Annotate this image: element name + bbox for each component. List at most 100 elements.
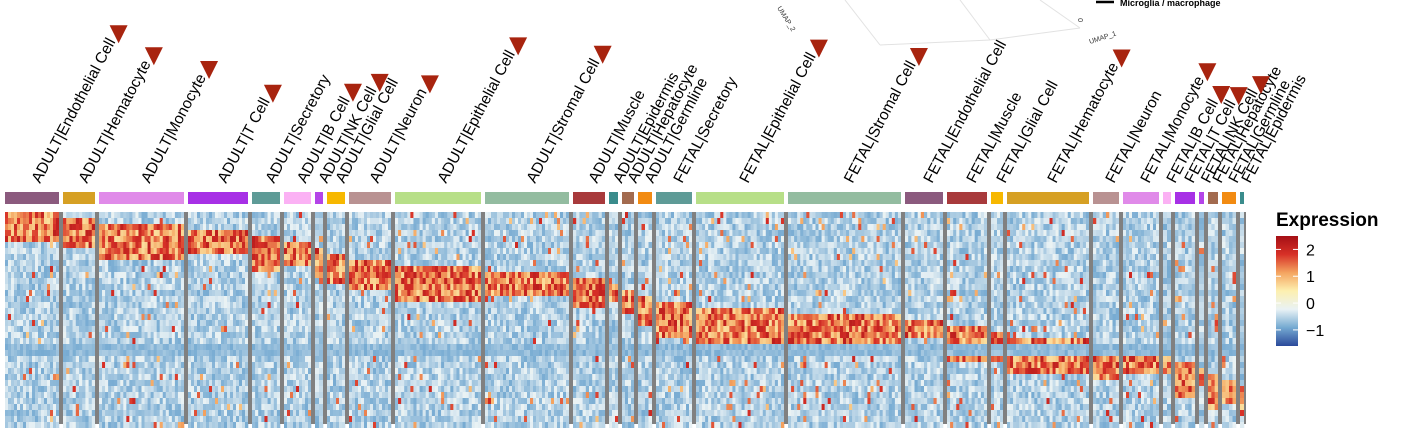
heatmap-cell	[422, 368, 427, 374]
heatmap-cell	[299, 212, 303, 218]
heatmap-cell	[287, 410, 291, 416]
heatmap-cell	[299, 326, 303, 332]
heatmap-cell	[355, 308, 359, 314]
heatmap-cell	[450, 296, 454, 302]
heatmap-cell	[129, 278, 133, 284]
heatmap-cell	[239, 236, 243, 242]
heatmap-cell	[361, 212, 365, 218]
heatmap-cell	[447, 308, 451, 314]
heatmap-cell	[14, 332, 18, 338]
heatmap-cell	[32, 248, 36, 254]
heatmap-cell	[17, 422, 21, 428]
heatmap-cell	[14, 218, 18, 224]
heatmap-cell	[188, 254, 192, 260]
heatmap-cell	[126, 332, 130, 338]
heatmap-cell	[188, 404, 192, 410]
heatmap-cell	[370, 254, 374, 260]
heatmap-cell	[261, 248, 265, 254]
heatmap-cell	[102, 248, 106, 254]
heatmap-cell	[258, 332, 262, 338]
heatmap-cell	[450, 344, 454, 350]
heatmap-cell	[349, 380, 353, 386]
heatmap-cell	[330, 254, 334, 260]
heatmap-cell	[431, 224, 436, 230]
heatmap-cell	[156, 254, 161, 260]
heatmap-cell	[5, 308, 9, 314]
heatmap-cell	[174, 380, 179, 386]
heatmap-cell	[206, 236, 210, 242]
heatmap-cell	[88, 314, 93, 320]
heatmap-cell	[159, 266, 164, 272]
heatmap-cell	[38, 212, 42, 218]
heatmap-cell	[105, 236, 109, 242]
heatmap-cell	[32, 290, 36, 296]
heatmap-cell	[153, 266, 157, 272]
heatmap-cell	[425, 404, 430, 410]
heatmap-cell	[385, 356, 389, 362]
heatmap-cell	[444, 380, 448, 386]
heatmap-cell	[284, 392, 288, 398]
heatmap-cell	[129, 254, 133, 260]
heatmap-cell	[315, 290, 320, 296]
heatmap-cell	[215, 386, 219, 392]
heatmap-cell	[69, 392, 73, 398]
heatmap-cell	[364, 380, 368, 386]
heatmap-cell	[171, 350, 176, 356]
heatmap-cell	[355, 314, 359, 320]
heatmap-cell	[82, 290, 86, 296]
heatmap-cell	[123, 374, 127, 380]
heatmap-cell	[144, 356, 148, 362]
heatmap-cell	[330, 242, 334, 248]
heatmap-cell	[26, 392, 30, 398]
heatmap-cell	[99, 266, 103, 272]
heatmap-cell	[367, 416, 371, 422]
heatmap-cell	[276, 380, 281, 386]
heatmap-cell	[342, 422, 346, 428]
heatmap-cell	[102, 374, 106, 380]
heatmap-cell	[438, 404, 442, 410]
heatmap-cell	[434, 410, 439, 416]
heatmap-cell	[174, 254, 179, 260]
heatmap-cell	[11, 266, 15, 272]
heatmap-cell	[23, 356, 27, 362]
heatmap-cell	[355, 326, 359, 332]
heatmap-cell	[102, 296, 106, 302]
heatmap-cell	[215, 422, 219, 428]
heatmap-cell	[416, 272, 420, 278]
heatmap-cell	[385, 344, 389, 350]
heatmap-cell	[276, 224, 281, 230]
heatmap-cell	[395, 212, 399, 218]
heatmap-cell	[270, 266, 275, 272]
heatmap-cell	[336, 356, 340, 362]
heatmap-cell	[245, 248, 249, 254]
heatmap-cell	[422, 374, 427, 380]
heatmap-cell	[444, 296, 448, 302]
heatmap-cell	[382, 332, 386, 338]
heatmap-cell	[174, 290, 179, 296]
heatmap-cell	[319, 314, 324, 320]
heatmap-cell	[212, 284, 216, 290]
heatmap-cell	[258, 356, 262, 362]
heatmap-cell	[419, 374, 423, 380]
heatmap-cell	[398, 320, 402, 326]
heatmap-cell	[171, 278, 176, 284]
heatmap-cell	[75, 314, 80, 320]
heatmap-cell	[156, 404, 161, 410]
heatmap-cell	[114, 344, 118, 350]
heatmap-cell	[72, 260, 77, 266]
heatmap-cell	[242, 260, 246, 266]
heatmap-cell	[44, 224, 48, 230]
heatmap-cell	[358, 272, 362, 278]
heatmap-cell	[444, 260, 448, 266]
heatmap-cell	[114, 380, 118, 386]
heatmap-cell	[302, 260, 306, 266]
heatmap-cell	[191, 356, 195, 362]
heatmap-cell	[450, 380, 454, 386]
heatmap-cell	[132, 338, 136, 344]
heatmap-cell	[132, 248, 136, 254]
heatmap-cell	[218, 398, 222, 404]
heatmap-cell	[373, 212, 377, 218]
heatmap-cell	[330, 218, 334, 224]
heatmap-cell	[422, 266, 427, 272]
heatmap-cell	[339, 404, 343, 410]
